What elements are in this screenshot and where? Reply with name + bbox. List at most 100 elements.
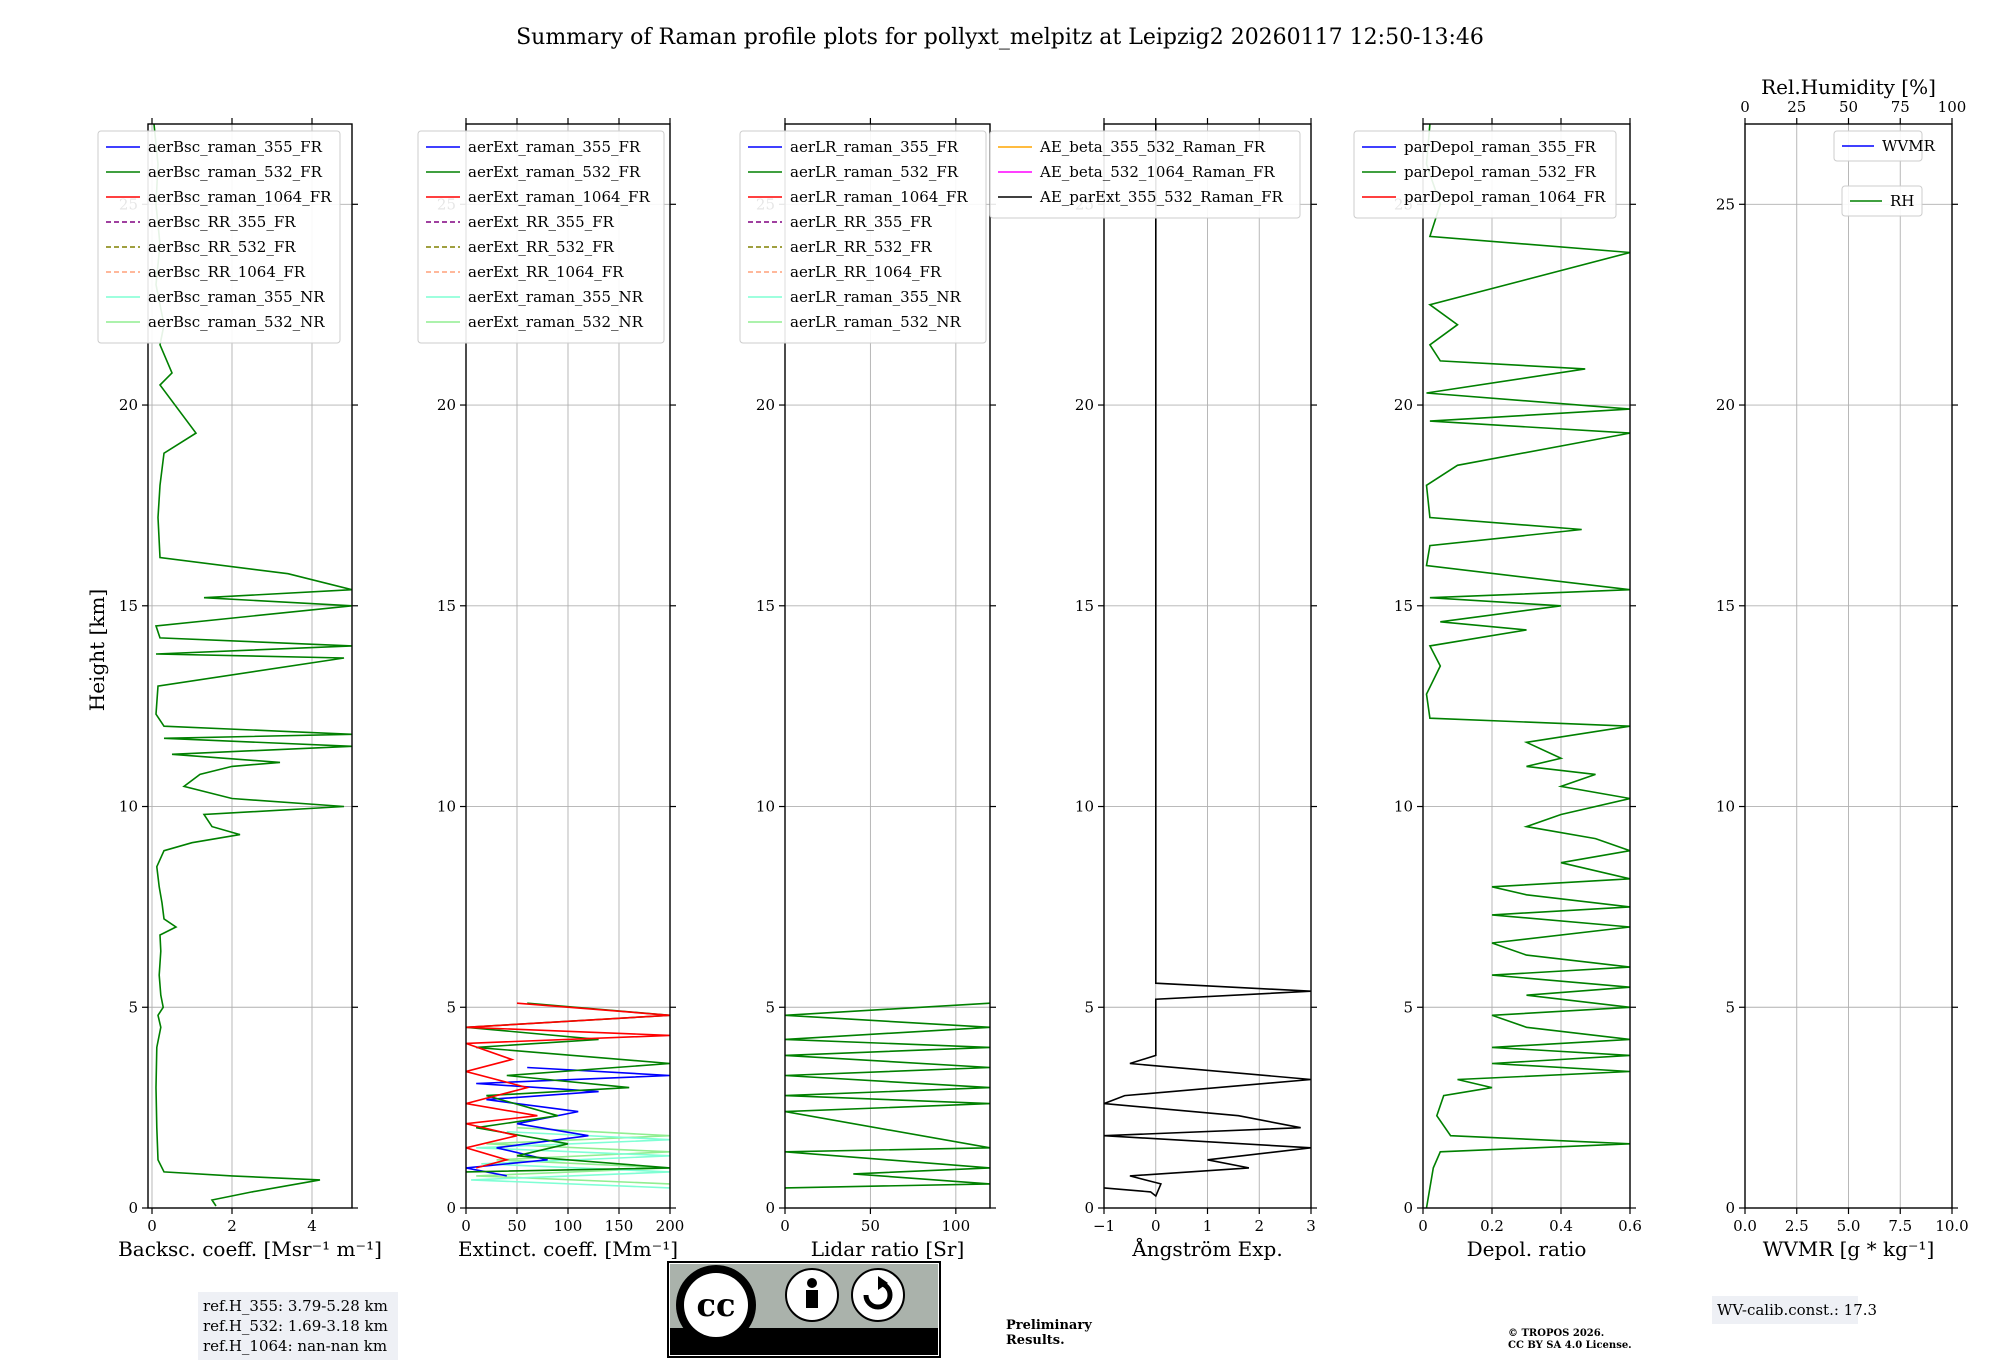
legend-label: aerExt_RR_1064_FR xyxy=(468,263,624,281)
x-tick-label: 50 xyxy=(507,1217,526,1235)
y-tick-label: 0 xyxy=(1725,1199,1735,1217)
preliminary-line-2: Results. xyxy=(1006,1333,1065,1348)
x-tick-label: 4 xyxy=(307,1217,317,1235)
series-AE_parExt_355_532_Raman_FR xyxy=(1104,124,1311,1198)
y-tick-label: 15 xyxy=(1716,597,1735,615)
x-tick-label: 0.0 xyxy=(1733,1217,1757,1235)
panel-1: 0510152025024Backsc. coeff. [Msr⁻¹ m⁻¹]a… xyxy=(97,118,398,1360)
legend-label: aerBsc_raman_532_FR xyxy=(148,163,323,181)
legend-label: aerLR_raman_355_FR xyxy=(790,138,959,156)
legend: parDepol_raman_355_FR parDepol_raman_532_… xyxy=(1353,130,1617,219)
legend-label: aerBsc_raman_1064_FR xyxy=(148,188,332,206)
y-tick-label: 15 xyxy=(1394,597,1413,615)
top-x-tick-label: 50 xyxy=(1839,98,1858,116)
top-x-tick-label: 25 xyxy=(1787,98,1806,116)
copyright-line-2: CC BY SA 4.0 License. xyxy=(1508,1340,1632,1351)
legend-label: aerExt_raman_355_FR xyxy=(468,138,641,156)
cc-license-badge: cc BY SA xyxy=(667,1261,941,1358)
x-tick-label: 0 xyxy=(147,1217,157,1235)
panel-2: 0510152025050100150200Extinct. coeff. [M… xyxy=(417,118,685,1261)
series-aerLR_raman_532_FR xyxy=(785,1002,990,1189)
x-tick-label: 1 xyxy=(1203,1217,1213,1235)
annotation-box xyxy=(1712,1296,1858,1324)
legend-label: aerBsc_RR_532_FR xyxy=(148,238,296,256)
y-tick-label: 5 xyxy=(1084,998,1094,1016)
legend-box xyxy=(1833,130,1923,162)
preliminary-line-1: Preliminary xyxy=(1006,1318,1092,1333)
x-tick-label: 0.2 xyxy=(1480,1217,1504,1235)
y-tick-label: 5 xyxy=(1403,998,1413,1016)
y-tick-label: 15 xyxy=(437,597,456,615)
legend-label: aerExt_RR_355_FR xyxy=(468,213,615,231)
legend-label: aerBsc_raman_355_NR xyxy=(148,288,325,306)
legend-label: parDepol_raman_532_FR xyxy=(1404,163,1597,181)
legend-label: parDepol_raman_355_FR xyxy=(1404,138,1597,156)
top-x-tick-label: 75 xyxy=(1891,98,1910,116)
x-tick-label: 0 xyxy=(1418,1217,1428,1235)
x-tick-label: 100 xyxy=(942,1217,971,1235)
y-tick-label: 20 xyxy=(437,396,456,414)
legend-label: RH xyxy=(1890,192,1914,210)
y-tick-label: 0 xyxy=(128,1199,138,1217)
axes-frame xyxy=(1422,123,1631,1209)
legend-label: aerBsc_raman_355_FR xyxy=(148,138,323,156)
x-tick-label: 150 xyxy=(605,1217,634,1235)
legend-label: aerExt_raman_1064_FR xyxy=(468,188,650,206)
x-tick-label: 3 xyxy=(1306,1217,1316,1235)
legend-label: aerLR_RR_1064_FR xyxy=(790,263,942,281)
legend: AE_beta_355_532_Raman_FR AE_beta_532_1064… xyxy=(989,130,1301,219)
x-axis-label: Backsc. coeff. [Msr⁻¹ m⁻¹] xyxy=(118,1237,382,1261)
y-tick-label: 0 xyxy=(765,1199,775,1217)
y-tick-label: 0 xyxy=(1084,1199,1094,1217)
legend-label: aerBsc_RR_1064_FR xyxy=(148,263,306,281)
legend-label: aerExt_raman_532_NR xyxy=(468,313,644,331)
legend: aerBsc_raman_355_FR aerBsc_raman_532_FRae… xyxy=(97,130,341,344)
legend-label: aerBsc_RR_355_FR xyxy=(148,213,296,231)
y-tick-label: 10 xyxy=(1716,798,1735,816)
axes-frame xyxy=(784,123,991,1209)
legend-box xyxy=(1353,130,1617,219)
x-tick-label: 50 xyxy=(861,1217,880,1235)
series-parDepol_raman_532_FR xyxy=(1425,124,1630,1208)
x-tick-label: 2.5 xyxy=(1785,1217,1809,1235)
y-tick-label: 5 xyxy=(128,998,138,1016)
y-tick-label: 15 xyxy=(119,597,138,615)
preliminary-note: Preliminary Results. xyxy=(1006,1318,1092,1348)
series-aerBsc_raman_532_FR xyxy=(153,124,352,1207)
x-tick-label: 0.6 xyxy=(1618,1217,1642,1235)
x-axis-label: Depol. ratio xyxy=(1467,1237,1587,1261)
legend-label: aerBsc_raman_532_NR xyxy=(148,313,325,331)
x-tick-label: 10.0 xyxy=(1935,1217,1968,1235)
legend-label: aerExt_RR_532_FR xyxy=(468,238,615,256)
y-tick-label: 5 xyxy=(1725,998,1735,1016)
legend-label: AE_beta_355_532_Raman_FR xyxy=(1039,138,1266,156)
legend-label: aerLR_raman_1064_FR xyxy=(790,188,968,206)
legend-label: WVMR xyxy=(1882,137,1936,155)
x-tick-label: 7.5 xyxy=(1888,1217,1912,1235)
top-x-tick-label: 100 xyxy=(1938,98,1967,116)
y-tick-label: 5 xyxy=(446,998,456,1016)
y-tick-label: 10 xyxy=(1394,798,1413,816)
legend: aerLR_raman_355_FR aerLR_raman_532_FR aerL… xyxy=(739,130,987,344)
panels: 0510152025024Backsc. coeff. [Msr⁻¹ m⁻¹]a… xyxy=(97,75,1969,1360)
legend-label: aerLR_RR_355_FR xyxy=(790,213,932,231)
legend-label: aerLR_raman_355_NR xyxy=(790,288,961,306)
y-tick-label: 10 xyxy=(119,798,138,816)
legend-label: AE_beta_532_1064_Raman_FR xyxy=(1039,163,1275,181)
share-alike-icon xyxy=(851,1268,905,1322)
series-aerExt_raman_1064_FR xyxy=(466,1002,670,1169)
x-tick-label: −1 xyxy=(1093,1217,1115,1235)
y-tick-label: 20 xyxy=(119,396,138,414)
series-aerExt_raman_532_FR xyxy=(466,1002,670,1173)
legend-label: AE_parExt_355_532_Raman_FR xyxy=(1039,188,1284,206)
y-tick-label: 20 xyxy=(756,396,775,414)
legend-label: aerExt_raman_532_FR xyxy=(468,163,641,181)
cc-logo-text: cc xyxy=(697,1286,736,1324)
y-tick-label: 15 xyxy=(1075,597,1094,615)
x-tick-label: 2 xyxy=(227,1217,237,1235)
x-tick-label: 200 xyxy=(656,1217,685,1235)
y-tick-label: 10 xyxy=(1075,798,1094,816)
